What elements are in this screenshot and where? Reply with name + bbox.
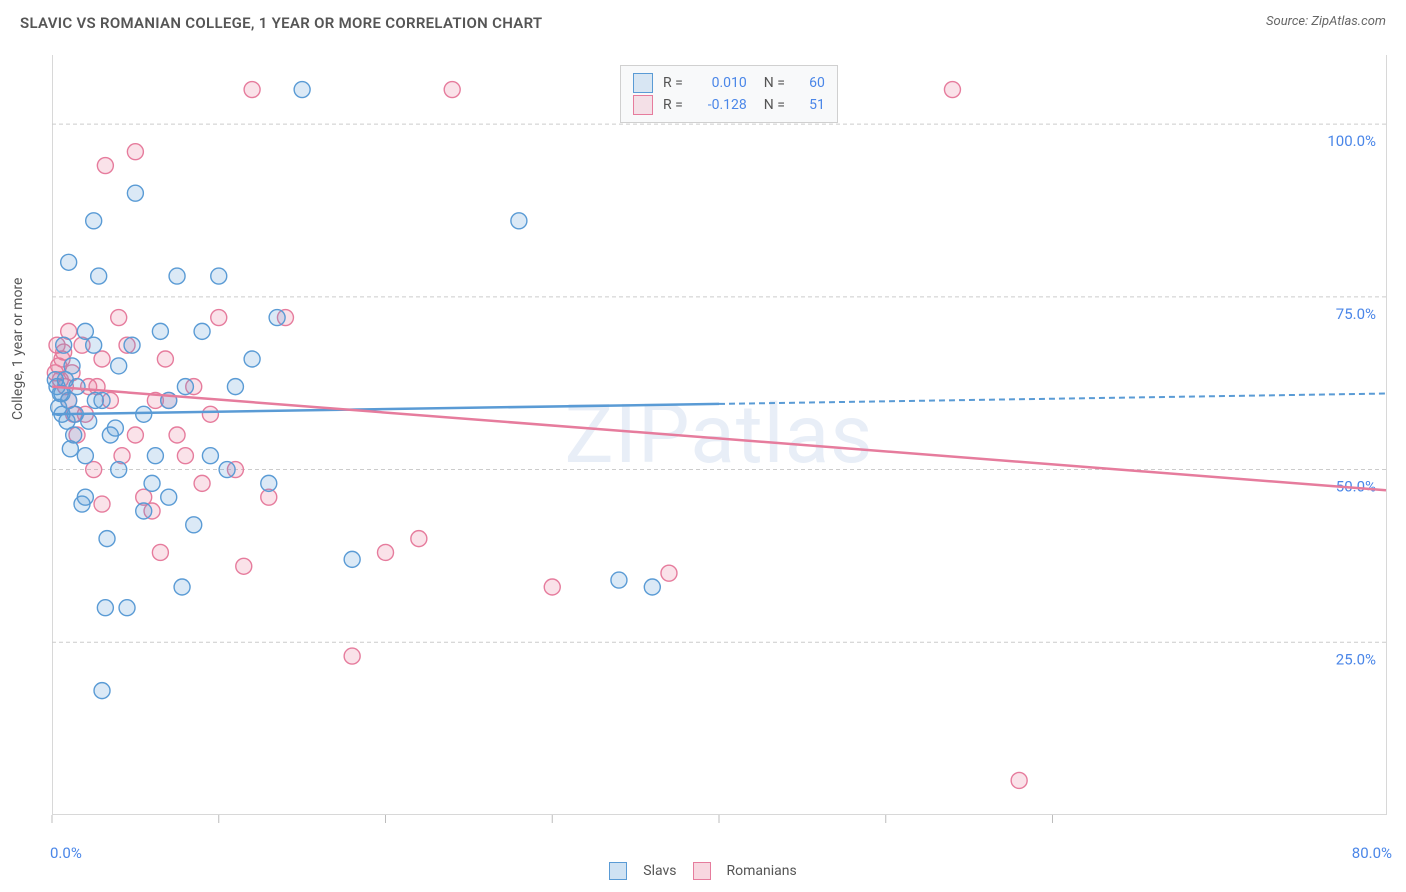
slavs-point xyxy=(74,496,90,512)
slavs-point xyxy=(194,323,210,339)
slavs-point xyxy=(147,448,163,464)
slavs-point xyxy=(94,683,110,699)
romanians-point xyxy=(378,544,394,560)
legend-swatch-romanians xyxy=(633,95,653,115)
slavs-point xyxy=(99,531,115,547)
romanians-point xyxy=(344,648,360,664)
slavs-point xyxy=(69,379,85,395)
romanians-point xyxy=(211,310,227,326)
legend-r-value: -0.128 xyxy=(693,94,747,116)
legend-row-romanians: R = -0.128 N = 51 xyxy=(633,94,825,116)
slavs-point xyxy=(124,337,140,353)
source-attribution: Source: ZipAtlas.com xyxy=(1266,14,1386,29)
slavs-point xyxy=(56,337,72,353)
slavs-point xyxy=(86,213,102,229)
slavs-point xyxy=(219,462,235,478)
romanians-point xyxy=(111,310,127,326)
legend-n-label: N = xyxy=(757,94,785,116)
slavs-point xyxy=(87,392,103,408)
slavs-point xyxy=(227,379,243,395)
slavs-point xyxy=(202,448,218,464)
slavs-point xyxy=(59,413,75,429)
slavs-point xyxy=(511,213,527,229)
y-axis-label: College, 1 year or more xyxy=(10,278,26,420)
romanians-point xyxy=(194,475,210,491)
romanians-point xyxy=(244,82,260,98)
slavs-point xyxy=(161,489,177,505)
romanians-point xyxy=(661,565,677,581)
slavs-point xyxy=(261,475,277,491)
chart-title: SLAVIC VS ROMANIAN COLLEGE, 1 YEAR OR MO… xyxy=(20,14,542,32)
romanians-point xyxy=(169,427,185,443)
chart-plot-area: ZIPatlas 25.0%50.0%75.0%100.0% R =0.010 … xyxy=(52,55,1387,815)
slavs-point xyxy=(86,337,102,353)
y-tick-label: 75.0% xyxy=(1336,305,1376,323)
slavs-point xyxy=(136,406,152,422)
slavs-point xyxy=(344,551,360,567)
correlation-legend: R = 0.010 N = 60 R = -0.128 N = 51 xyxy=(620,65,838,123)
legend-swatch xyxy=(609,862,627,880)
slavs-point xyxy=(169,268,185,284)
romanians-point xyxy=(127,427,143,443)
slavs-point xyxy=(294,82,310,98)
slavs-point xyxy=(186,517,202,533)
slavs-point xyxy=(611,572,627,588)
slavs-point xyxy=(111,462,127,478)
slavs-trend-line-dashed xyxy=(719,394,1386,404)
y-tick-label: 25.0% xyxy=(1336,650,1376,668)
legend-row-slavs: R = 0.010 N = 60 xyxy=(633,72,825,94)
legend-r-label: R = xyxy=(663,72,683,94)
slavs-point xyxy=(136,503,152,519)
legend-n-value: 51 xyxy=(795,94,825,116)
slavs-point xyxy=(81,413,97,429)
slavs-point xyxy=(211,268,227,284)
slavs-point xyxy=(177,379,193,395)
romanians-point xyxy=(177,448,193,464)
romanians-point xyxy=(202,406,218,422)
legend-r-value: 0.010 xyxy=(693,72,747,94)
slavs-point xyxy=(97,600,113,616)
slavs-point xyxy=(244,351,260,367)
slavs-point xyxy=(269,310,285,326)
romanians-point xyxy=(157,351,173,367)
slavs-point xyxy=(77,448,93,464)
romanians-trend-line xyxy=(52,387,1386,491)
romanians-point xyxy=(544,579,560,595)
series-legend: Slavs Romanians xyxy=(0,862,1406,880)
romanians-point xyxy=(94,496,110,512)
slavs-point xyxy=(152,323,168,339)
slavs-point xyxy=(64,358,80,374)
romanians-point xyxy=(444,82,460,98)
slavs-point xyxy=(174,579,190,595)
y-tick-label: 100.0% xyxy=(1327,132,1376,150)
romanians-point xyxy=(944,82,960,98)
slavs-point xyxy=(61,254,77,270)
slavs-point xyxy=(107,420,123,436)
x-axis-origin-label: 0.0% xyxy=(50,844,82,862)
slavs-point xyxy=(144,475,160,491)
romanians-point xyxy=(127,144,143,160)
romanians-point xyxy=(1011,772,1027,788)
x-axis-max-label: 80.0% xyxy=(1352,844,1392,862)
legend-n-value: 60 xyxy=(795,72,825,94)
slavs-point xyxy=(127,185,143,201)
romanians-point xyxy=(97,158,113,174)
scatter-svg: 25.0%50.0%75.0%100.0% xyxy=(52,55,1386,815)
page-root: SLAVIC VS ROMANIAN COLLEGE, 1 YEAR OR MO… xyxy=(0,0,1406,892)
slavs-point xyxy=(62,441,78,457)
slavs-point xyxy=(91,268,107,284)
legend-r-label: R = xyxy=(663,94,683,116)
legend-n-label: N = xyxy=(757,72,785,94)
legend-swatch xyxy=(693,862,711,880)
legend-label: Slavs xyxy=(643,863,676,879)
romanians-point xyxy=(236,558,252,574)
romanians-point xyxy=(411,531,427,547)
slavs-point xyxy=(644,579,660,595)
romanians-point xyxy=(152,544,168,560)
slavs-point xyxy=(111,358,127,374)
legend-label: Romanians xyxy=(727,863,797,879)
slavs-point xyxy=(119,600,135,616)
chart-header: SLAVIC VS ROMANIAN COLLEGE, 1 YEAR OR MO… xyxy=(0,0,1406,32)
legend-swatch-slavs xyxy=(633,73,653,93)
